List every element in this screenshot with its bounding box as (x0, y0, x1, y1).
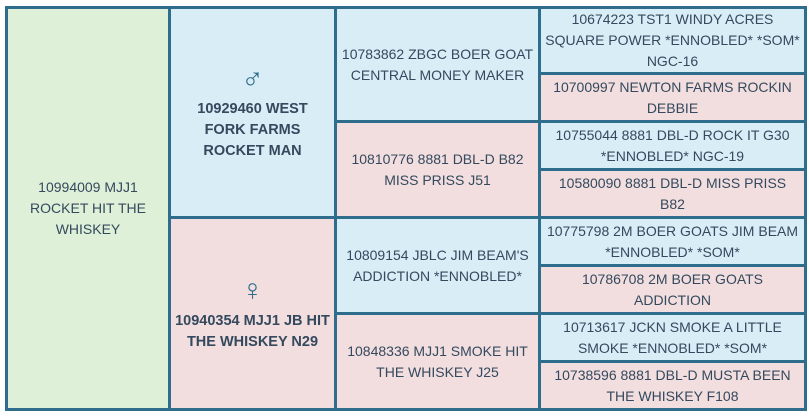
female-symbol-icon: ♀ (241, 273, 264, 307)
great-grandparent[interactable]: 10775798 2M BOER GOATS JIM BEAM *ENNOBLE… (541, 219, 804, 264)
maternal-grandsire[interactable]: 10809154 JBLC JIM BEAM'S ADDICTION *ENNO… (337, 219, 538, 312)
great-grandparent[interactable]: 10786708 2M BOER GOATS ADDICTION (541, 267, 804, 312)
subject-name: 10994009 MJJ1 ROCKET HIT THE WHISKEY (30, 179, 146, 237)
great-grandparent[interactable]: 10713617 JCKN SMOKE A LITTLE SMOKE *ENNO… (541, 315, 804, 360)
maternal-granddam[interactable]: 10848336 MJJ1 SMOKE HIT THE WHISKEY J25 (337, 315, 538, 408)
great-grandparent[interactable]: 10674223 TST1 WINDY ACRES SQUARE POWER *… (541, 9, 804, 72)
paternal-grandsire[interactable]: 10783862 ZBGC BOER GOAT CENTRAL MONEY MA… (337, 9, 538, 120)
great-grandparent[interactable]: 10700997 NEWTON FARMS ROCKIN DEBBIE (541, 75, 804, 120)
sire-name: 10929460 WEST FORK FARMS ROCKET MAN (197, 101, 308, 159)
sire-cell[interactable]: ♂ 10929460 WEST FORK FARMS ROCKET MAN (171, 9, 334, 216)
great-grandparent[interactable]: 10738596 8881 DBL-D MUSTA BEEN THE WHISK… (541, 363, 804, 408)
dam-name: 10940354 MJJ1 JB HIT THE WHISKEY N29 (175, 312, 330, 350)
paternal-granddam[interactable]: 10810776 8881 DBL-D B82 MISS PRISS J51 (337, 123, 538, 216)
great-grandparent[interactable]: 10580090 8881 DBL-D MISS PRISS B82 (541, 171, 804, 216)
great-grandparent[interactable]: 10755044 8881 DBL-D ROCK IT G30 *ENNOBLE… (541, 123, 804, 168)
pedigree-chart: 10994009 MJJ1 ROCKET HIT THE WHISKEY ♂ 1… (5, 6, 807, 411)
subject-animal[interactable]: 10994009 MJJ1 ROCKET HIT THE WHISKEY (8, 9, 168, 408)
male-symbol-icon: ♂ (241, 62, 264, 95)
dam-cell[interactable]: ♀ 10940354 MJJ1 JB HIT THE WHISKEY N29 (171, 219, 334, 408)
